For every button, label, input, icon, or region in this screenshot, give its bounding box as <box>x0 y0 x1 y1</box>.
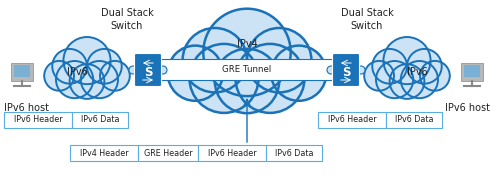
FancyBboxPatch shape <box>72 112 128 128</box>
Text: IPv6 host: IPv6 host <box>445 103 490 113</box>
FancyBboxPatch shape <box>266 145 322 161</box>
Text: GRE Header: GRE Header <box>144 148 192 158</box>
Text: IPv6 host: IPv6 host <box>4 103 49 113</box>
Circle shape <box>327 66 335 74</box>
Circle shape <box>70 64 104 99</box>
FancyBboxPatch shape <box>332 54 360 86</box>
Circle shape <box>357 66 365 74</box>
Circle shape <box>247 28 311 92</box>
Circle shape <box>167 46 223 101</box>
Circle shape <box>183 28 247 92</box>
Text: IPv6 Data: IPv6 Data <box>275 148 313 158</box>
Circle shape <box>63 37 111 84</box>
FancyBboxPatch shape <box>14 65 30 77</box>
Text: IPv4: IPv4 <box>237 39 257 49</box>
FancyBboxPatch shape <box>4 112 72 128</box>
Circle shape <box>100 61 130 91</box>
Circle shape <box>159 66 167 74</box>
FancyBboxPatch shape <box>386 112 442 128</box>
Circle shape <box>383 37 431 84</box>
Text: IPv6 Data: IPv6 Data <box>81 116 119 124</box>
Circle shape <box>190 44 258 113</box>
Circle shape <box>407 49 442 84</box>
Circle shape <box>271 46 327 101</box>
Circle shape <box>372 49 407 84</box>
Text: IPv6 Header: IPv6 Header <box>14 116 62 124</box>
Circle shape <box>204 9 290 96</box>
FancyBboxPatch shape <box>134 54 162 86</box>
FancyBboxPatch shape <box>138 145 198 161</box>
Circle shape <box>81 61 118 98</box>
Circle shape <box>364 61 394 91</box>
FancyBboxPatch shape <box>11 63 33 81</box>
Circle shape <box>52 49 87 84</box>
FancyBboxPatch shape <box>461 63 483 81</box>
Circle shape <box>129 66 137 74</box>
Circle shape <box>44 61 74 91</box>
Circle shape <box>215 49 279 113</box>
Text: Dual Stack
Switch: Dual Stack Switch <box>341 8 393 31</box>
Text: S: S <box>144 65 152 78</box>
Text: IPv6 Data: IPv6 Data <box>395 116 433 124</box>
Text: IPv6 Header: IPv6 Header <box>328 116 376 124</box>
Text: S: S <box>342 65 350 78</box>
Text: IPv4 Header: IPv4 Header <box>80 148 128 158</box>
Text: IPv6: IPv6 <box>407 67 427 77</box>
Circle shape <box>236 44 304 113</box>
Text: Dual Stack
Switch: Dual Stack Switch <box>101 8 153 31</box>
Text: IPv6 Header: IPv6 Header <box>207 148 256 158</box>
Text: GRE Tunnel: GRE Tunnel <box>222 65 272 74</box>
Circle shape <box>376 61 413 98</box>
Circle shape <box>420 61 450 91</box>
Circle shape <box>87 49 122 84</box>
Circle shape <box>56 61 93 98</box>
Circle shape <box>390 64 424 99</box>
FancyBboxPatch shape <box>318 112 386 128</box>
FancyBboxPatch shape <box>70 145 138 161</box>
Circle shape <box>401 61 438 98</box>
FancyBboxPatch shape <box>464 65 480 77</box>
Text: IPv6: IPv6 <box>67 67 87 77</box>
FancyBboxPatch shape <box>148 59 346 80</box>
FancyBboxPatch shape <box>198 145 266 161</box>
